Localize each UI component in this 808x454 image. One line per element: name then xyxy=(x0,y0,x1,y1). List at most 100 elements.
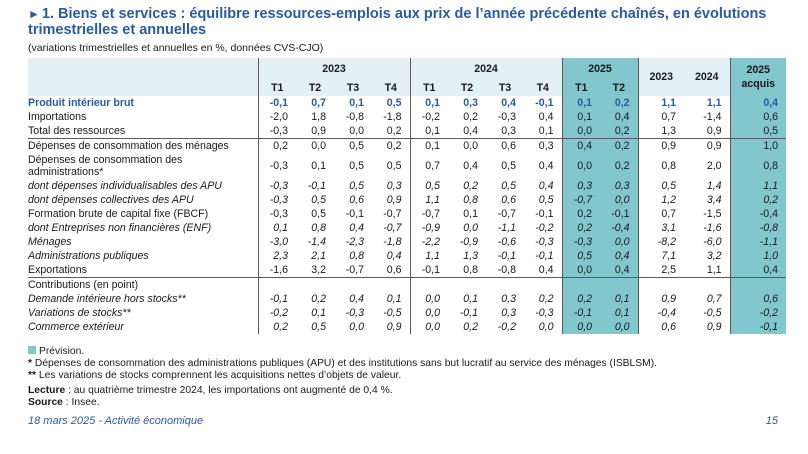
table-cell: 0,2 xyxy=(600,153,639,179)
row-label: dont dépenses individualisables des APU xyxy=(28,179,259,193)
table-cell: -6,0 xyxy=(684,235,731,249)
table-cell: -1,4 xyxy=(684,110,731,124)
table-cell: 0,6 xyxy=(372,263,411,278)
table-cell: 0,7 xyxy=(661,111,677,123)
table-cell: 0,2 xyxy=(524,292,563,306)
table-cell: 0,7 xyxy=(661,208,677,220)
table-row: Administrations publiques 2,3 2,1 0,8 0,4 1,1… xyxy=(28,249,787,263)
row-label: Demande intérieure hors stocks** xyxy=(28,292,259,306)
table-cell: -0,2 xyxy=(730,306,787,320)
table-cell: 0,0 xyxy=(562,124,601,139)
table-cell: 0,6 xyxy=(730,110,787,124)
table-cell: 0,4 xyxy=(501,97,517,109)
row-label: dont Entreprises non financières (ENF) xyxy=(28,221,259,235)
table-cell: -1,1 xyxy=(497,222,517,234)
table-cell: 2,5 xyxy=(638,263,685,278)
table-cell: 0,6 xyxy=(501,194,517,206)
header-year-2023: 2023 xyxy=(258,58,411,80)
table-cell: 0,8 xyxy=(661,160,677,172)
table-cell: 0,5 xyxy=(372,153,411,179)
table-cell: 0,4 xyxy=(730,96,787,110)
table-cell xyxy=(372,277,411,292)
table-cell: -0,7 xyxy=(334,263,372,278)
table-cell: -0,1 xyxy=(269,97,288,109)
table-cell: 1,1 xyxy=(425,194,441,206)
table-cell: -8,2 xyxy=(657,236,677,248)
table-cell: -0,1 xyxy=(459,307,479,319)
row-label: dont dépenses collectives des APU xyxy=(28,193,259,207)
table-cell: -0,4 xyxy=(657,307,677,319)
table-cell xyxy=(562,277,601,292)
row-label: Ménages xyxy=(28,235,259,249)
table-row: Demande intérieure hors stocks** -0,1 0,2 0… xyxy=(28,292,787,306)
table-cell: 0,2 xyxy=(600,138,639,153)
table-cell xyxy=(730,277,787,292)
table-cell: 0,0 xyxy=(562,153,601,179)
table-row: dont dépenses individualisables des APU -… xyxy=(28,179,787,193)
table-cell: 0,4 xyxy=(524,110,563,124)
table-cell: 0,3 xyxy=(600,179,639,193)
table-row: Formation brute de capital fixe (FBCF) -0… xyxy=(28,207,787,221)
table-cell: 0,1 xyxy=(372,292,411,306)
table-cell: 0,4 xyxy=(524,179,563,193)
header-annual-2023: 2023 xyxy=(638,58,685,96)
table-cell: 0,5 xyxy=(372,96,411,110)
note-star1: * Dépenses de consommation des administr… xyxy=(28,358,658,369)
table-cell: -0,1 xyxy=(730,320,787,334)
table-row: Produit intérieur brut -0,1 0,7 0,1 0,5 0,1 0,… xyxy=(28,96,787,110)
table-cell: -0,1 xyxy=(562,306,601,320)
table-cell: 1,2 xyxy=(661,194,677,206)
table-cell: 0,0 xyxy=(425,307,441,319)
table-cell: -0,3 xyxy=(269,160,288,172)
table-cell: 0,0 xyxy=(425,321,441,333)
table-cell: 0,4 xyxy=(349,222,364,234)
table-cell: 0,8 xyxy=(349,250,364,262)
table-cell: 0,0 xyxy=(562,320,601,334)
table-cell: 3,2 xyxy=(296,263,334,278)
table-cell: 0,2 xyxy=(730,193,787,207)
table-cell: 1,1 xyxy=(661,97,677,109)
header-quarter: T1 xyxy=(410,80,449,96)
table-cell: 0,2 xyxy=(463,180,479,192)
table-cell: 0,3 xyxy=(501,125,517,137)
row-label: Importations xyxy=(28,110,259,124)
table-cell: -0,3 xyxy=(524,306,563,320)
table-row: Commerce extérieur 0,2 0,5 0,0 0,9 0,0 0,2 -0,2… xyxy=(28,320,787,334)
table-cell: -0,2 xyxy=(269,307,288,319)
table-cell: 0,1 xyxy=(600,292,639,306)
table-cell: -1,8 xyxy=(372,235,411,249)
table-cell: 0,1 xyxy=(349,97,364,109)
row-label: Administrations publiques xyxy=(28,249,259,263)
table-cell: 0,0 xyxy=(425,293,441,305)
table-cell: 0,3 xyxy=(524,138,563,153)
header-blank-2 xyxy=(28,80,259,96)
table-cell: -0,7 xyxy=(497,208,517,220)
table-cell: 0,1 xyxy=(311,160,326,172)
table-cell: 0,1 xyxy=(425,97,441,109)
table-cell: 0,2 xyxy=(562,292,601,306)
table-cell: 0,5 xyxy=(311,321,326,333)
table-cell: -0,3 xyxy=(269,194,288,206)
table-cell: 0,1 xyxy=(600,306,639,320)
table-cell: 1,4 xyxy=(684,179,731,193)
table-cell: -0,9 xyxy=(459,236,479,248)
table-cell: -1,6 xyxy=(258,263,296,278)
table-cell: 0,3 xyxy=(372,179,411,193)
table-cell: 0,6 xyxy=(349,194,364,206)
table-cell: 0,8 xyxy=(311,222,326,234)
table-cell: -0,5 xyxy=(372,306,411,320)
table-cell: -0,1 xyxy=(497,250,517,262)
table-cell: -0,1 xyxy=(410,263,449,278)
table-cell: -0,5 xyxy=(684,306,731,320)
table-cell: -0,4 xyxy=(600,221,639,235)
table-cell: -0,3 xyxy=(269,180,288,192)
table-cell: 0,9 xyxy=(311,125,326,137)
table-cell: 0,2 xyxy=(562,221,601,235)
table-cell: -1,6 xyxy=(684,221,731,235)
table-cell: 0,5 xyxy=(730,124,787,139)
table-cell: 0,0 xyxy=(524,320,563,334)
table-cell: 0,4 xyxy=(600,110,639,124)
table-cell: 0,5 xyxy=(349,160,364,172)
header-blank xyxy=(28,58,259,80)
table-cell: 0,5 xyxy=(349,180,364,192)
